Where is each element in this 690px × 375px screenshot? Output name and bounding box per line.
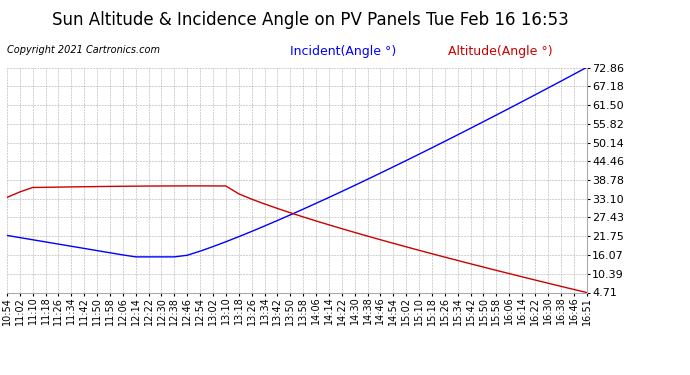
Text: Copyright 2021 Cartronics.com: Copyright 2021 Cartronics.com — [7, 45, 160, 55]
Text: Altitude(Angle °): Altitude(Angle °) — [448, 45, 553, 58]
Text: Sun Altitude & Incidence Angle on PV Panels Tue Feb 16 16:53: Sun Altitude & Incidence Angle on PV Pan… — [52, 11, 569, 29]
Text: Incident(Angle °): Incident(Angle °) — [290, 45, 396, 58]
